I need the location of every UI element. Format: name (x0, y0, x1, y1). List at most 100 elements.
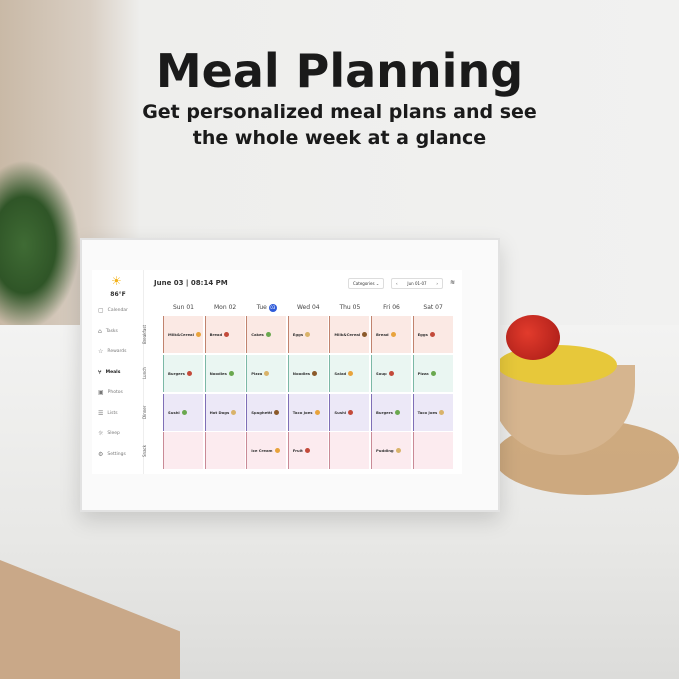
day-number: 05 (352, 304, 361, 311)
meal-cell[interactable]: Fruit (287, 432, 329, 469)
sidebar-item-meals[interactable]: ⑂ Meals (98, 369, 120, 376)
meal-cell[interactable]: Burgers (163, 355, 204, 392)
meal-label: Burgers (376, 410, 393, 415)
sidebar-item-label: Sleep (107, 431, 120, 436)
subline-1: Get personalized meal plans and see (142, 101, 537, 123)
sidebar-item-lists[interactable]: ☰ Lists (98, 410, 118, 417)
day-number: 01 (186, 304, 194, 311)
food-icon (348, 371, 354, 376)
food-icon (395, 448, 401, 453)
day-number: 07 (435, 304, 443, 311)
sidebar-item-settings[interactable]: ⚙ Settings (98, 451, 126, 458)
meal-cell[interactable]: Cakes (246, 316, 288, 353)
sidebar-item-calendar[interactable]: ▢ Calendar (98, 307, 128, 314)
sidebar-item-sleep[interactable]: ☼ Sleep (98, 430, 120, 437)
meal-cell[interactable]: Ice Cream (246, 432, 288, 469)
headline: Meal Planning (155, 44, 524, 98)
wifi-icon: ≋ (450, 279, 456, 286)
meal-cell[interactable]: Milk&Cereal (329, 316, 371, 353)
sidebar-item-label: Lists (107, 410, 118, 416)
meal-cell[interactable]: Milk&Cereal (163, 316, 204, 353)
sun-icon: ☀ (111, 274, 122, 288)
food-icon (304, 448, 310, 453)
row-label-dinner: Dinner (142, 405, 147, 420)
meal-label: Noodles (292, 371, 311, 376)
food-icon (186, 371, 192, 376)
day-header: Tue 03 (246, 304, 287, 312)
food-icon (264, 371, 270, 376)
meal-cell[interactable] (204, 432, 246, 469)
next-week-icon[interactable]: › (436, 281, 438, 286)
week-selector[interactable]: ‹ Jun 01-07 › (391, 278, 443, 289)
food-icon (348, 410, 354, 415)
day-name: Wed (296, 304, 311, 311)
meal-label: Noodles (209, 371, 227, 376)
meal-cell[interactable]: Sushi (329, 394, 371, 431)
day-name: Tue (256, 304, 267, 311)
food-icon (312, 371, 318, 376)
food-icon (362, 332, 368, 337)
sidebar-item-label: Calendar (107, 308, 128, 313)
meal-cell[interactable]: Eggs (287, 316, 329, 353)
meal-label: Sushi (168, 410, 180, 415)
sidebar-item-rewards[interactable]: ☆ Rewards (98, 348, 127, 355)
apple (506, 315, 560, 360)
meal-cell[interactable]: Bread (371, 316, 412, 353)
meal-label: Pizza (417, 371, 429, 376)
rewards-icon: ☆ (98, 348, 104, 355)
meal-label: Fruit (292, 448, 303, 453)
meal-cell[interactable]: Eggs (412, 316, 454, 353)
meal-label: Hot Dogs (209, 410, 230, 415)
meals-icon: ⑂ (98, 368, 102, 376)
meal-cell[interactable]: Hot Dogs (204, 394, 246, 431)
meal-cell[interactable] (329, 432, 371, 469)
meal-cell[interactable]: Noodles (287, 355, 329, 392)
week-range: Jun 01-07 (407, 281, 427, 286)
food-icon (390, 332, 396, 337)
food-icon (439, 410, 445, 415)
meal-cell[interactable]: Taco Joes (412, 394, 454, 431)
sidebar-item-label: Rewards (107, 349, 127, 354)
meal-cell[interactable]: Spaghetti (246, 394, 288, 431)
sidebar: ☀ 86°F ▢ Calendar ⌂ Tasks ☆ Rewards ⑂ Meals ▣ Pho… (92, 270, 144, 474)
day-number: 02 (228, 304, 237, 311)
food-icon (228, 371, 234, 376)
meal-label: Pizza (251, 371, 263, 376)
meal-cell[interactable] (163, 432, 204, 469)
lists-icon: ☰ (98, 409, 104, 417)
meal-cell[interactable]: Noodles (204, 355, 246, 392)
sidebar-item-label: Meals (105, 369, 121, 375)
categories-dropdown[interactable]: Categories ⌄ (348, 278, 385, 289)
day-name: Sun (173, 304, 185, 311)
sidebar-item-photos[interactable]: ▣ Photos (98, 389, 123, 396)
meal-label: Taco Joes (292, 410, 313, 415)
food-icon (274, 410, 280, 415)
meal-label: Salad (334, 371, 347, 376)
sleep-icon: ☼ (98, 430, 104, 437)
day-name: Mon (213, 304, 227, 311)
meal-cell[interactable]: Salad (329, 355, 371, 392)
meal-label: Bread (209, 332, 223, 337)
meal-cell[interactable]: Soup (371, 355, 412, 392)
meal-cell[interactable]: Taco Joes (287, 394, 329, 431)
meal-cell[interactable]: Sushi (163, 394, 204, 431)
day-number: 06 (392, 304, 400, 311)
prev-week-icon[interactable]: ‹ (396, 281, 398, 286)
meal-cell[interactable]: Pizza (246, 355, 288, 392)
food-icon (224, 332, 230, 337)
food-icon (430, 371, 436, 376)
categories-label: Categories (353, 281, 375, 286)
food-icon (195, 332, 201, 337)
food-icon (388, 371, 394, 376)
chevron-down-icon: ⌄ (375, 281, 380, 286)
meal-cell[interactable]: Pudding (371, 432, 412, 469)
meal-label: Soup (376, 371, 387, 376)
meal-label: Milk&Cereal (334, 332, 361, 337)
meal-cell[interactable] (412, 432, 454, 469)
meal-cell[interactable]: Bread (204, 316, 246, 353)
meal-label: Spaghetti (251, 410, 273, 415)
meal-cell[interactable]: Pizza (412, 355, 454, 392)
meal-cell[interactable]: Burgers (371, 394, 412, 431)
sidebar-item-tasks[interactable]: ⌂ Tasks (98, 328, 118, 335)
row-label-lunch: Lunch (142, 367, 147, 380)
